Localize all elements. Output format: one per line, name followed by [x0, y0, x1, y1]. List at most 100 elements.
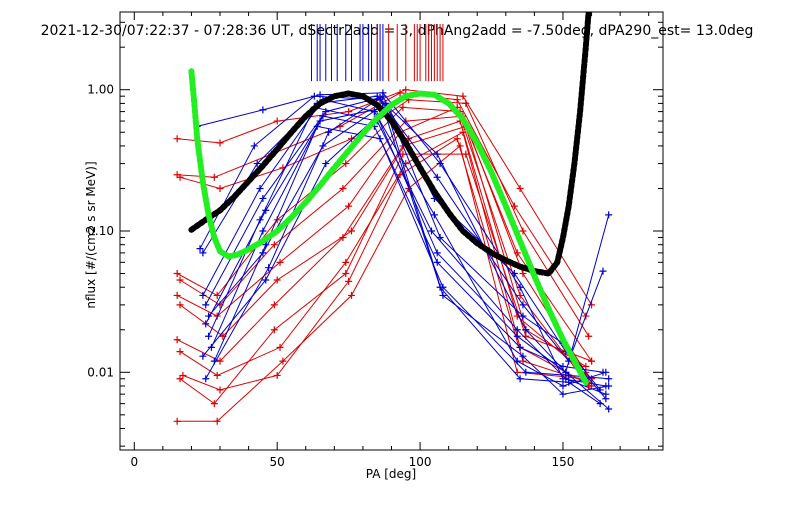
- red-series-point: [173, 291, 181, 299]
- red-series-point: [210, 173, 218, 181]
- blue-series-point: [516, 283, 524, 291]
- blue-series-point: [376, 135, 384, 143]
- blue-series-point: [602, 395, 610, 403]
- red-series-point: [399, 150, 407, 158]
- red-series-point: [176, 276, 184, 284]
- blue-series-point: [605, 211, 613, 219]
- blue-series-point: [310, 92, 318, 100]
- blue-series-point: [433, 258, 441, 266]
- red-series-point: [273, 371, 281, 379]
- blue-series-point: [596, 386, 604, 394]
- red-series-point: [339, 184, 347, 192]
- red-series-point: [347, 227, 355, 235]
- red-series-point: [453, 135, 461, 143]
- blue-series-line: [202, 99, 606, 387]
- red-series-point: [176, 301, 184, 309]
- blue-series-point: [199, 291, 207, 299]
- blue-series-point: [599, 267, 607, 275]
- blue-series-point: [253, 160, 261, 168]
- red-series-point: [402, 86, 410, 94]
- blue-series-point: [433, 150, 441, 158]
- blue-series-point: [439, 283, 447, 291]
- blue-series-point: [259, 106, 267, 114]
- red-series-point: [585, 332, 593, 340]
- blue-series-point: [262, 276, 270, 284]
- blue-series-point: [205, 312, 213, 320]
- blue-series-point: [428, 227, 436, 235]
- red-series-point: [342, 160, 350, 168]
- y-axis: 0.01 0.10 1.00: [87, 21, 663, 447]
- red-series-point: [270, 241, 278, 249]
- red-series-point: [342, 270, 350, 278]
- red-series-point: [347, 135, 355, 143]
- red-series-point: [213, 417, 221, 425]
- blue-series-point: [202, 375, 210, 383]
- red-series-line: [179, 115, 587, 373]
- red-series-point: [173, 336, 181, 344]
- x-tick-label: 100: [409, 455, 432, 469]
- red-series-point: [173, 417, 181, 425]
- blue-series-point: [265, 264, 273, 272]
- blue-series-point: [199, 352, 207, 360]
- red-series-point: [347, 291, 355, 299]
- blue-series-point: [433, 249, 441, 257]
- blue-series-line: [205, 96, 601, 405]
- blue-series-point: [433, 173, 441, 181]
- blue-series-point: [259, 227, 267, 235]
- red-series-point: [345, 108, 353, 116]
- blue-series-line: [213, 125, 609, 380]
- blue-series-point: [605, 405, 613, 413]
- red-series-point: [173, 270, 181, 278]
- blue-series-point: [436, 233, 444, 241]
- blue-series-point: [439, 291, 447, 299]
- red-series-line: [179, 153, 592, 405]
- x-tick-label: 50: [270, 455, 285, 469]
- blue-series-point: [316, 91, 324, 99]
- blue-series-point: [516, 375, 524, 383]
- black-fit-curve: [188, 12, 592, 277]
- red-series-point: [519, 227, 527, 235]
- red-series-point: [342, 258, 350, 266]
- red-series-line: [177, 92, 587, 317]
- red-series-point: [339, 233, 347, 241]
- red-series-point: [396, 89, 404, 97]
- red-series-point: [210, 400, 218, 408]
- blue-series-point: [605, 375, 613, 383]
- red-series-point: [462, 99, 470, 107]
- red-series-point: [276, 258, 284, 266]
- blue-series-point: [559, 390, 567, 398]
- red-series-point: [173, 135, 181, 143]
- blue-series-point: [259, 249, 267, 257]
- red-series-point: [462, 150, 470, 158]
- x-axis-label: PA [deg]: [366, 467, 416, 481]
- blue-series-point: [322, 160, 330, 168]
- red-series-point: [345, 202, 353, 210]
- red-series-point: [216, 184, 224, 192]
- y-tick-label: 1.00: [87, 83, 114, 97]
- blue-series-point: [256, 216, 264, 224]
- blue-series-point: [202, 320, 210, 328]
- red-series-point: [176, 375, 184, 383]
- red-series-line: [177, 89, 593, 306]
- blue-series-point: [559, 362, 567, 370]
- green-fit-curve: [188, 68, 589, 386]
- blue-series-point: [516, 343, 524, 351]
- red-series-point: [456, 142, 464, 150]
- red-series-point: [588, 357, 596, 365]
- blue-series-point: [562, 368, 570, 376]
- red-series-point: [588, 301, 596, 309]
- blue-series-point: [430, 211, 438, 219]
- blue-series-point: [510, 270, 518, 278]
- blue-series-line: [208, 106, 606, 395]
- x-axis: 0 50 100 150: [130, 12, 650, 469]
- red-series-line: [176, 125, 587, 367]
- blue-series-point: [519, 301, 527, 309]
- blue-series-point: [379, 92, 387, 100]
- y-tick-label: 0.10: [87, 224, 114, 238]
- red-series-line: [177, 145, 586, 422]
- red-series-point: [516, 291, 524, 299]
- red-series-point: [273, 117, 281, 125]
- blue-series-point: [199, 249, 207, 257]
- blue-series-point: [250, 142, 258, 150]
- red-series-point: [453, 96, 461, 104]
